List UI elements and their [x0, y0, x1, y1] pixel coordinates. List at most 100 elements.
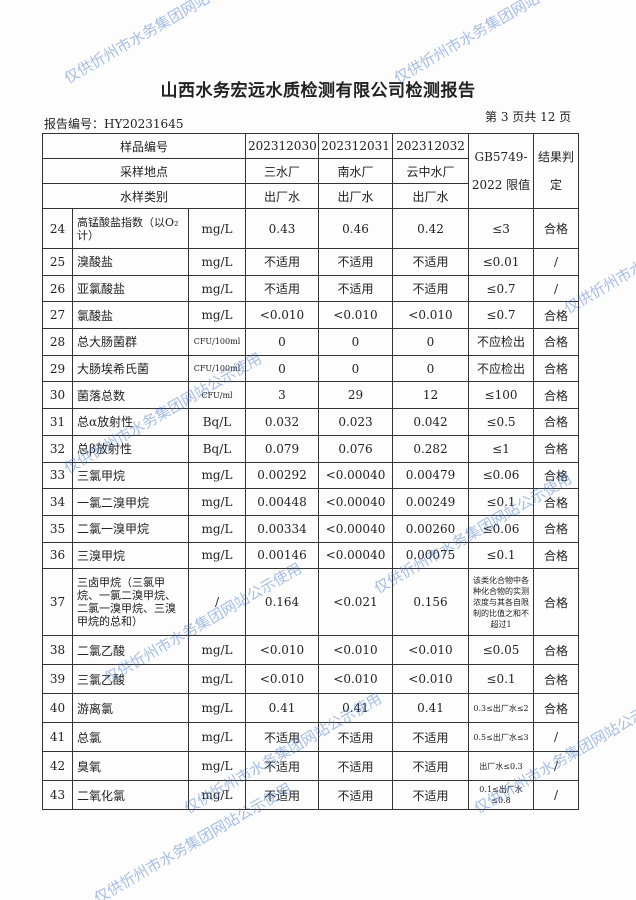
value: 12 [392, 381, 469, 410]
unit: mg/L [188, 514, 246, 543]
table-row: 32 总β放射性 Bq/L 0.079 0.076 0.282 ≤1 合格 [42, 434, 579, 463]
unit: Bq/L [188, 434, 246, 463]
value: <0.010 [245, 301, 319, 330]
value: 不适用 [245, 780, 319, 811]
unit: mg/L [188, 461, 246, 490]
sample-location: 南水厂 [318, 158, 393, 184]
table-row: 33 三氯甲烷 mg/L 0.00292 <0.00040 0.00479 ≤0.06 合格 [42, 461, 579, 490]
value: 0.042 [392, 408, 469, 436]
table-row: 38 二氯乙酸 mg/L <0.010 <0.010 <0.010 ≤0.05 合格 [42, 635, 579, 666]
unit: / [188, 568, 246, 637]
table-row: 35 二氯一溴甲烷 mg/L 0.00334 <0.00040 0.00260 ≤0.06 合… [42, 514, 579, 543]
value: <0.010 [318, 301, 393, 330]
report-title: 山西水务宏远水质检测有限公司检测报告 [160, 81, 476, 101]
value: <0.00040 [318, 514, 393, 543]
value: <0.00040 [318, 461, 393, 490]
item-name: 总氯 [72, 722, 189, 753]
row-number: 25 [42, 248, 73, 276]
limit: 0.1≤出厂水≤0.8 [468, 780, 534, 811]
header-row-type: 水样类别 出厂水 出厂水 出厂水 [42, 183, 579, 209]
sample-no: 202312031 [318, 133, 393, 159]
watermark: 仅供忻州市水务集团网站公示使用 [391, 0, 595, 88]
unit: mg/L [188, 301, 246, 330]
value: 0.079 [245, 434, 319, 463]
value: 0 [392, 328, 469, 356]
row-number: 35 [42, 514, 73, 543]
result: / [533, 722, 579, 753]
value: <0.010 [245, 635, 319, 666]
value: 0.00292 [245, 461, 319, 490]
row-number: 43 [42, 780, 73, 811]
header-row-sample-no: 样品编号 202312030 202312031 202312032 GB574… [42, 133, 579, 209]
value: 不适用 [245, 751, 319, 782]
unit: mg/L [188, 488, 246, 516]
report-number: 报告编号：HY20231645 [44, 117, 184, 131]
type-label: 水样类别 [42, 183, 246, 209]
sample-location: 云中水厂 [392, 158, 469, 184]
table-row: 25 溴酸盐 mg/L 不适用 不适用 不适用 ≤0.01/ [42, 248, 579, 276]
value: 不适用 [245, 274, 319, 303]
table-row: 27 氯酸盐 mg/L <0.010 <0.010 <0.010 ≤0.7 合格 [42, 301, 579, 330]
limit: ≤0.5 [468, 408, 534, 436]
item-name: 二氯乙酸 [72, 635, 189, 666]
table-row: 31 总α放射性 Bq/L 0.032 0.023 0.042 ≤0.5 合格 [42, 408, 579, 436]
row-number: 31 [42, 408, 73, 436]
table-row: 24 高锰酸盐指数（以O₂计） mg/L 0.43 0.46 0.42 ≤3 合格 [42, 208, 579, 249]
value: 0.43 [245, 208, 319, 249]
item-name: 二氧化氯 [72, 780, 189, 811]
row-number: 32 [42, 434, 73, 463]
result: 合格 [533, 408, 579, 436]
value: <0.010 [392, 664, 469, 695]
sample-type: 出厂水 [392, 183, 469, 209]
item-name: 二氯一溴甲烷 [72, 514, 189, 543]
value: 0.42 [392, 208, 469, 249]
sample-type: 出厂水 [318, 183, 393, 209]
value: 不适用 [245, 248, 319, 276]
value: 0.00479 [392, 461, 469, 490]
result: / [533, 248, 579, 276]
unit: mg/L [188, 722, 246, 753]
result: 合格 [533, 635, 579, 666]
location-label: 采样地点 [42, 158, 246, 184]
item-name: 三氯乙酸 [72, 664, 189, 695]
unit: mg/L [188, 664, 246, 695]
table-row: 36 三溴甲烷 mg/L 0.00146 <0.00040 0.00075 ≤0.1 合格 [42, 541, 579, 570]
result: 合格 [533, 434, 579, 463]
value: 0.00075 [392, 541, 469, 570]
table-row: 28 总大肠菌群 CFU/100ml 0 0 0 不应检出 合格 [42, 328, 579, 356]
header-row-location: 采样地点 三水厂 南水厂 云中水厂 [42, 158, 579, 184]
result: / [533, 780, 579, 811]
table-row: 39 三氯乙酸 mg/L <0.010 <0.010 <0.010 ≤0.1 合格 [42, 664, 579, 695]
value: 0 [245, 354, 319, 383]
item-name: 游离氯 [72, 693, 189, 724]
results-table: 样品编号 202312030 202312031 202312032 GB574… [42, 133, 579, 811]
value: 0.156 [392, 568, 469, 637]
result: 合格 [533, 693, 579, 724]
unit: mg/L [188, 751, 246, 782]
limit: ≤0.06 [468, 461, 534, 490]
limit: ≤0.7 [468, 274, 534, 303]
value: 0 [392, 354, 469, 383]
limit: 该类化合物中各种化合物的实测浓度与其各自限制的比值之和不超过1 [468, 568, 534, 637]
item-name: 溴酸盐 [72, 248, 189, 276]
limit-header: GB5749-2022 限值 [468, 133, 534, 209]
unit: mg/L [188, 635, 246, 666]
limit: ≤1 [468, 434, 534, 463]
sample-location: 三水厂 [245, 158, 319, 184]
value: 0.00146 [245, 541, 319, 570]
result: / [533, 274, 579, 303]
unit: mg/L [188, 248, 246, 276]
limit: ≤0.06 [468, 514, 534, 543]
watermark: 仅供忻州市水务集团网站公示使用 [61, 0, 265, 88]
value: 0.023 [318, 408, 393, 436]
limit: ≤0.1 [468, 664, 534, 695]
sample-no: 202312030 [245, 133, 319, 159]
table-row: 43 二氧化氯 mg/L 不适用 不适用 不适用 0.1≤出厂水≤0.8/ [42, 780, 579, 811]
row-number: 39 [42, 664, 73, 695]
unit: Bq/L [188, 408, 246, 436]
limit: ≤0.1 [468, 488, 534, 516]
value: 不适用 [245, 722, 319, 753]
item-name: 三溴甲烷 [72, 541, 189, 570]
result: 合格 [533, 664, 579, 695]
